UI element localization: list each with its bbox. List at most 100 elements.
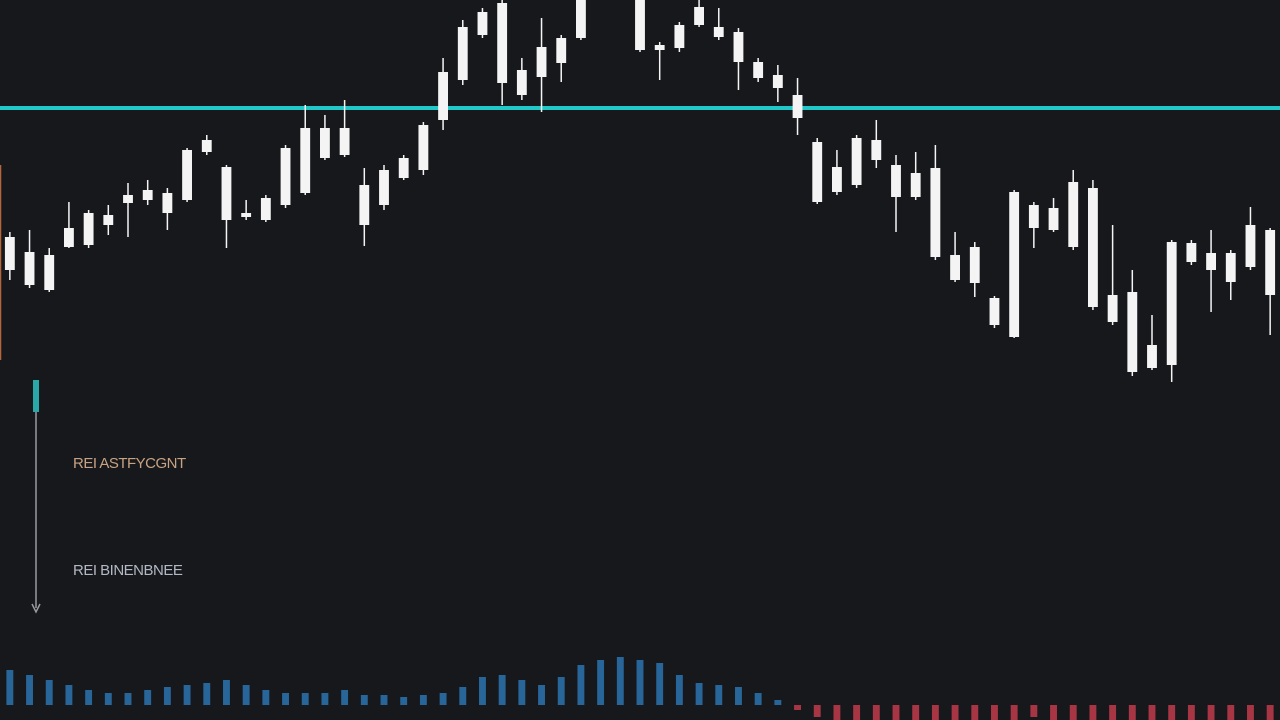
candle-body: [379, 170, 389, 205]
histogram-bar: [1030, 705, 1038, 717]
histogram-bar: [754, 693, 762, 705]
histogram-bar: [813, 705, 821, 717]
candle-body: [654, 45, 665, 50]
histogram-bar: [715, 685, 723, 705]
histogram-bar: [341, 690, 349, 705]
candle-body: [871, 140, 882, 160]
histogram-bar: [104, 693, 112, 705]
histogram-bar: [1227, 705, 1235, 720]
candle-body: [950, 255, 960, 280]
candle-body: [674, 25, 685, 48]
candle-body: [1206, 253, 1216, 270]
candle-body: [280, 148, 291, 205]
candle-body: [1245, 225, 1256, 267]
candle-body: [694, 7, 704, 25]
candle-body: [1265, 230, 1276, 295]
histogram-bar: [321, 693, 329, 705]
histogram-bar: [872, 705, 880, 720]
histogram-bar: [774, 700, 782, 705]
candle-body: [1186, 243, 1197, 262]
candle-body: [1225, 253, 1236, 282]
candle-body: [241, 213, 252, 217]
histogram-bar: [183, 685, 191, 705]
candle-body: [536, 47, 547, 77]
histogram-bar: [616, 657, 624, 705]
candle-body: [1068, 182, 1079, 247]
histogram-bar: [1050, 705, 1057, 720]
candle-body: [792, 95, 803, 118]
candle-body: [398, 158, 409, 178]
histogram-bar: [65, 685, 73, 705]
candle-body: [753, 62, 764, 78]
histogram-bar: [1010, 705, 1018, 720]
histogram-bar: [794, 705, 801, 710]
histogram-bar: [223, 680, 230, 705]
histogram-bar: [1109, 705, 1117, 720]
annotation: REI BINENBNEE: [73, 562, 183, 579]
candle-body: [1028, 205, 1039, 228]
candle-body: [772, 75, 783, 88]
histogram-bar: [892, 705, 900, 720]
histogram-bar: [459, 687, 467, 705]
histogram-bar: [242, 685, 250, 705]
candle-body: [123, 195, 133, 203]
candle-body: [1127, 292, 1138, 372]
histogram-bar: [380, 695, 388, 705]
histogram-bar: [1168, 705, 1176, 720]
candle-body: [1009, 192, 1020, 337]
histogram-bar: [538, 685, 545, 705]
candle-body: [812, 142, 823, 202]
histogram-bar: [1069, 705, 1077, 720]
candle-body: [1147, 345, 1157, 368]
histogram-bar: [912, 705, 920, 720]
candle-body: [44, 255, 55, 290]
histogram-bar: [26, 675, 33, 705]
annotation: REI ASTFYCGNT: [73, 455, 186, 472]
candle-body: [832, 167, 842, 192]
candle-body: [359, 185, 370, 225]
histogram-bar: [1128, 705, 1136, 720]
candle-body: [457, 27, 468, 80]
histogram-bar: [124, 693, 132, 705]
candle-body: [930, 168, 941, 257]
candle-body: [1107, 295, 1118, 322]
histogram-bar: [1247, 705, 1254, 720]
candle-body: [516, 70, 527, 95]
range-arrow: [31, 603, 41, 614]
candle-body: [477, 12, 488, 35]
histogram-bar: [1089, 705, 1097, 720]
candle-body: [162, 193, 173, 213]
candle-body: [1166, 242, 1177, 365]
candle-body: [201, 140, 212, 152]
candle-body: [733, 32, 744, 62]
histogram-bar: [479, 677, 486, 705]
histogram-bar: [282, 693, 289, 705]
candle-body: [891, 165, 901, 197]
histogram-bar: [301, 693, 309, 705]
histogram-bar: [931, 705, 939, 720]
candle-body: [910, 173, 921, 197]
histogram-bar: [6, 670, 14, 705]
histogram-bar: [360, 695, 368, 705]
histogram-bar: [163, 687, 171, 705]
histogram-bar: [144, 690, 152, 705]
histogram-bar: [833, 705, 841, 720]
candle-body: [300, 128, 311, 193]
histogram-bar: [262, 690, 270, 705]
histogram-bar: [557, 677, 565, 705]
candle-body: [142, 190, 153, 200]
histogram-bar: [419, 695, 427, 705]
candle-body: [989, 298, 1000, 325]
candle-body: [103, 215, 114, 225]
histogram-bar: [951, 705, 959, 720]
candle-body: [438, 72, 448, 120]
candle-body: [221, 167, 232, 220]
candle-body: [320, 128, 330, 158]
histogram-bar: [400, 697, 408, 705]
candle-body: [260, 198, 271, 220]
candle-body: [1048, 208, 1059, 230]
histogram-bar: [971, 705, 979, 720]
candle-body: [969, 247, 980, 283]
